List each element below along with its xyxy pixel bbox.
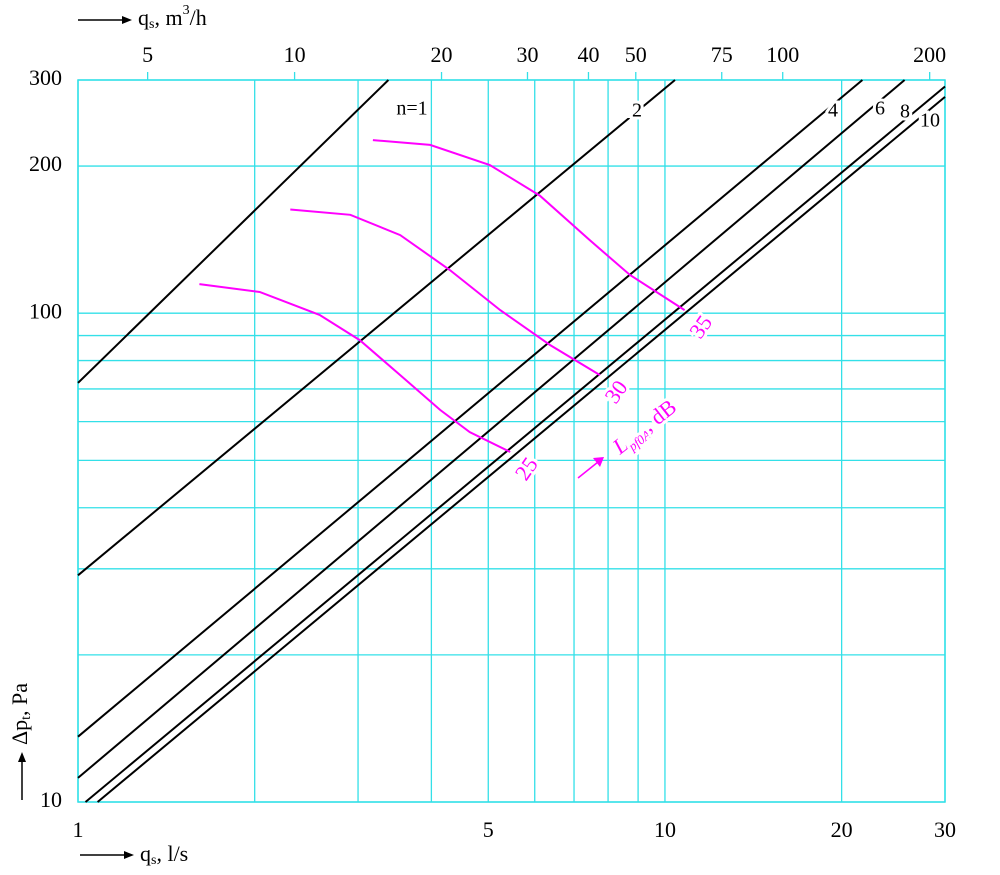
title-part: /h: [190, 5, 207, 30]
series-line: [77, 79, 906, 779]
series-label: 8: [900, 101, 910, 123]
x-tick-label: 20: [831, 817, 853, 842]
series-line: [84, 85, 946, 803]
x-tick-label: 5: [483, 817, 494, 842]
x2-tick-label: 20: [431, 42, 453, 67]
x2-tick-label: 100: [766, 42, 799, 67]
noise-curve: [372, 139, 686, 311]
noise-curve: [290, 208, 601, 376]
x-tick-label: 1: [73, 817, 84, 842]
y-tick-label: 300: [29, 65, 62, 90]
marks: [77, 79, 946, 803]
series-label: 10: [920, 110, 940, 132]
arrow-head: [18, 752, 26, 762]
x2-axis-title: qs, m3/h: [138, 3, 207, 32]
arrow-head: [593, 457, 604, 467]
title-part: , Pa: [7, 683, 32, 716]
arrow-head: [122, 16, 132, 24]
series-line: [77, 79, 390, 384]
x2-tick-label: 75: [711, 42, 733, 67]
series-line: [77, 79, 864, 738]
title-part: 3: [183, 3, 190, 18]
y-tick-label: 10: [40, 787, 62, 812]
title-part: s: [151, 853, 156, 868]
x2-tick-label: 30: [516, 42, 538, 67]
x-tick-label: 30: [934, 817, 956, 842]
title-part: s: [149, 17, 154, 32]
x2-tick-label: 5: [142, 42, 153, 67]
x2-tick-label: 40: [577, 42, 599, 67]
series-label: n=1: [396, 98, 427, 120]
y-axis-title: Δpt, Pa: [7, 683, 34, 745]
grid: [77, 72, 946, 803]
title-part: q: [140, 841, 151, 866]
x2-tick-label: 50: [625, 42, 647, 67]
y-tick-label: 100: [29, 298, 62, 323]
title-part: , m: [154, 5, 182, 30]
arrow: [577, 461, 599, 479]
title-part: q: [138, 5, 149, 30]
noise-curve: [199, 283, 511, 453]
series-label: 2: [632, 100, 642, 122]
series-label: 4: [828, 100, 838, 122]
title-part: Δp: [7, 720, 32, 745]
arrow-head: [124, 851, 134, 859]
series-line: [77, 79, 676, 577]
title-part: t: [19, 716, 34, 720]
x2-tick-label: 10: [284, 42, 306, 67]
x-axis-title: qs, l/s: [140, 841, 188, 868]
title-part: , l/s: [156, 841, 188, 866]
x2-tick-label: 200: [913, 42, 946, 67]
x-tick-label: 10: [654, 817, 676, 842]
y-tick-label: 200: [29, 151, 62, 176]
plot-frame: [77, 79, 946, 803]
series-line: [96, 96, 946, 803]
series-label: 6: [875, 98, 885, 120]
